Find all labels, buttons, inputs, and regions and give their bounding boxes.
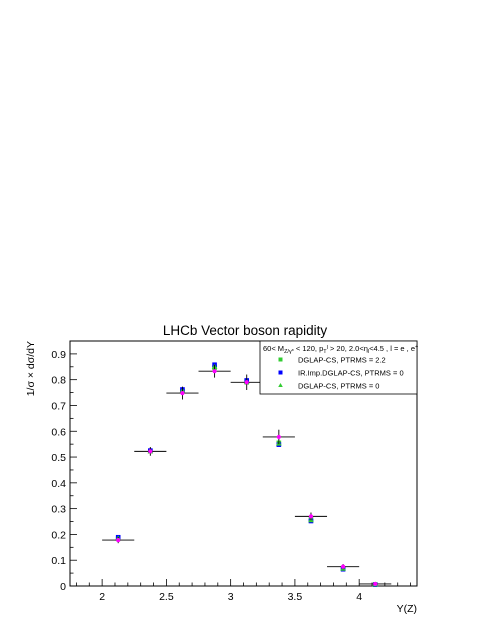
x-tick-label: 3 (228, 591, 234, 603)
legend-box (259, 340, 418, 395)
data-point (212, 369, 217, 374)
x-tick-label: 4 (356, 591, 362, 603)
chart-title: LHCb Vector boson rapidity (163, 323, 328, 338)
y-tick-label: 0.4 (51, 478, 66, 490)
legend: 60< MZ/γ* < 120, pTl > 20, 2.0<ηl<4.5 , … (259, 340, 418, 395)
y-tick-label: 0.3 (51, 504, 66, 516)
y-tick-label: 0.8 (51, 375, 66, 387)
y-tick-label: 0.6 (51, 426, 66, 438)
x-tick-label: 2 (99, 591, 105, 603)
data-point (276, 434, 281, 440)
y-axis-label: 1/σ × dσ/dY (25, 341, 37, 396)
y-tick-label: 0.5 (51, 452, 66, 464)
data-point (180, 390, 185, 396)
legend-label-series-3: DGLAP-CS, PTRMS = 0 (298, 382, 379, 391)
x-tick-label: 3.5 (288, 591, 303, 603)
x-tick-label: 2.5 (159, 591, 174, 603)
data-point (244, 380, 249, 385)
data-point (373, 581, 378, 587)
legend-label-series-1: DGLAP-CS, PTRMS = 2.2 (298, 356, 386, 365)
y-axis: 0 0.1 0.2 0.3 0.4 0.5 0.6 0.7 0.8 0.9 (51, 340, 77, 593)
legend-marker-series-1 (278, 357, 283, 362)
legend-marker-series-2 (278, 370, 283, 375)
legend-label-series-2: IR.Imp.DGLAP-CS, PTRMS = 0 (298, 369, 404, 378)
x-axis: 2 2.5 3 3.5 4 (76, 579, 411, 603)
y-tick-label: 0.7 (51, 400, 66, 412)
legend-marker-series-3 (278, 383, 283, 387)
plot-marks (102, 362, 392, 588)
data-point (308, 514, 314, 519)
y-tick-label: 0.1 (51, 555, 66, 567)
y-tick-label: 0.9 (51, 349, 66, 361)
legend-header: 60< MZ/γ* < 120, pTl > 20, 2.0<ηl<4.5 , … (263, 344, 418, 355)
x-axis-label: Y(Z) (397, 603, 417, 615)
data-point (148, 449, 153, 454)
data-point (341, 564, 346, 569)
y-tick-label: 0.2 (51, 529, 66, 541)
data-point (116, 537, 121, 543)
y-tick-label: 0 (60, 581, 66, 593)
